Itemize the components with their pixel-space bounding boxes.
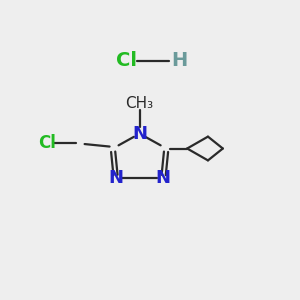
- Text: N: N: [156, 169, 171, 187]
- Text: N: N: [108, 169, 123, 187]
- Text: N: N: [132, 125, 147, 143]
- Text: CH₃: CH₃: [125, 96, 154, 111]
- Text: H: H: [172, 51, 188, 70]
- Text: Cl: Cl: [116, 51, 137, 70]
- Text: Cl: Cl: [38, 134, 56, 152]
